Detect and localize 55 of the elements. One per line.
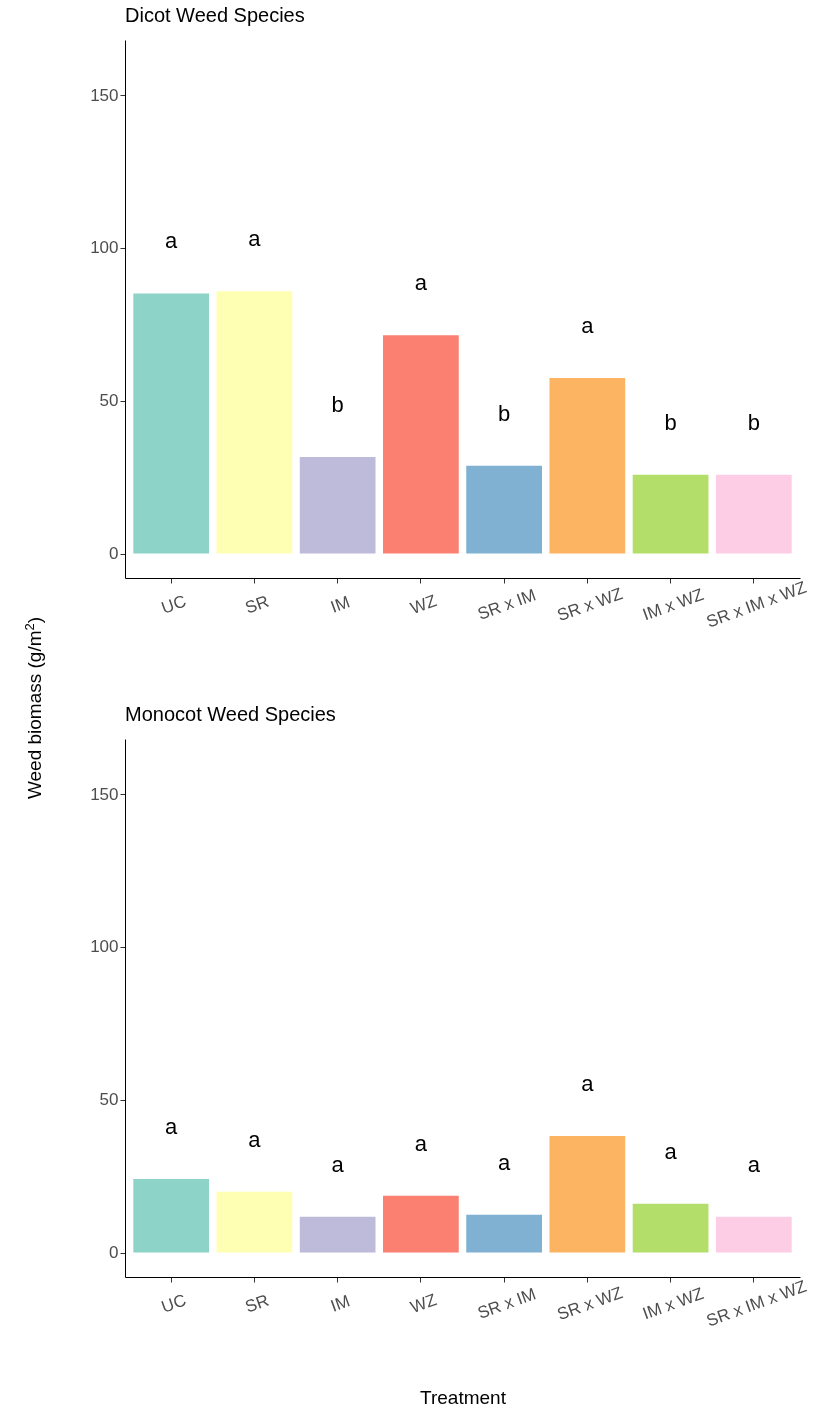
bar [715, 474, 792, 554]
y-tick-label: 0 [109, 1243, 119, 1263]
x-tick-label: SR x IM [475, 1284, 539, 1323]
x-tick-label: UC [158, 1290, 189, 1317]
x-axis-title: Treatment [420, 1387, 507, 1409]
y-tick-label: 50 [99, 391, 119, 411]
x-tick-label: SR x WZ [554, 583, 626, 626]
annotation: a [165, 1113, 179, 1139]
x-tick-label: UC [158, 591, 189, 618]
annotation: b [664, 409, 677, 435]
annotation: b [747, 409, 760, 435]
annotation: a [414, 1130, 428, 1156]
bar [133, 1178, 210, 1253]
bar [383, 335, 459, 554]
annotation: a [497, 1149, 511, 1175]
bar [466, 1214, 542, 1253]
x-tick-label: IM [328, 1291, 353, 1316]
x-tick-label: WZ [407, 1290, 440, 1317]
annotation: a [581, 1071, 595, 1097]
y-tick-label: 100 [90, 238, 119, 258]
x-tick-label: SR x IM [475, 585, 539, 624]
annotation: b [331, 391, 344, 417]
bar [466, 465, 542, 554]
bar [549, 378, 626, 554]
bar [299, 456, 376, 554]
chart-title: Dicot Weed Species [125, 4, 305, 26]
x-tick-label: IM [328, 592, 353, 617]
bar [216, 1191, 293, 1253]
y-tick-label: 50 [99, 1090, 119, 1110]
annotation: a [331, 1151, 345, 1177]
x-tick-label: SR [242, 591, 272, 618]
bar [216, 291, 293, 554]
bar [299, 1216, 376, 1253]
chart-title: Monocot Weed Species [125, 703, 336, 725]
y-tick-label: 100 [90, 937, 119, 957]
y-tick-label: 150 [90, 85, 119, 105]
x-tick-label: WZ [407, 591, 440, 618]
annotation: a [248, 226, 262, 252]
annotation: a [165, 228, 179, 254]
y-tick-label: 0 [109, 544, 119, 564]
x-tick-label: SR [242, 1290, 272, 1317]
annotation: a [664, 1138, 678, 1164]
annotation: a [414, 270, 428, 296]
bar [133, 293, 210, 554]
annotation: a [747, 1151, 761, 1177]
annotation: b [497, 400, 511, 426]
bar [549, 1136, 626, 1253]
annotation: a [581, 313, 595, 339]
x-tick-label: SR x WZ [554, 1282, 626, 1325]
bar [632, 474, 709, 554]
bar [383, 1195, 459, 1253]
bar [632, 1203, 709, 1253]
annotation: a [248, 1126, 262, 1152]
bar [715, 1216, 792, 1253]
y-tick-label: 150 [90, 784, 119, 804]
